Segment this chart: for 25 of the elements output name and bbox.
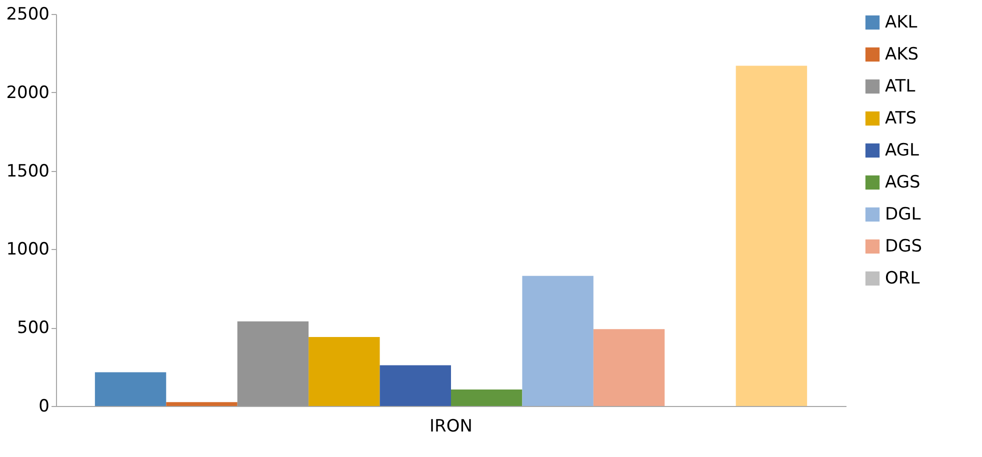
legend-label: DGS bbox=[885, 236, 922, 256]
y-tick-label: 1500 bbox=[6, 161, 50, 182]
y-tick-label: 0 bbox=[38, 396, 50, 416]
bar bbox=[736, 66, 808, 406]
legend-label: DGL bbox=[885, 204, 922, 224]
bar bbox=[237, 321, 309, 406]
legend-label: AGL bbox=[885, 140, 920, 160]
bar bbox=[166, 402, 238, 406]
legend-label: ATL bbox=[885, 76, 916, 96]
legend-label: ORL bbox=[885, 268, 920, 288]
bar bbox=[451, 390, 522, 406]
bar bbox=[593, 329, 665, 406]
y-tick-label: 2000 bbox=[6, 82, 50, 103]
y-tick-label: 1000 bbox=[6, 240, 50, 260]
legend-label: AKS bbox=[885, 44, 919, 64]
legend-label: ATS bbox=[885, 108, 916, 128]
bar bbox=[308, 337, 380, 406]
legend-label: AKL bbox=[885, 12, 918, 32]
bar bbox=[380, 365, 451, 406]
y-tick-label: 2500 bbox=[6, 4, 50, 24]
y-tick-label: 500 bbox=[17, 318, 50, 338]
legend-label: AGS bbox=[885, 172, 920, 192]
bar bbox=[94, 372, 166, 406]
x-tick-label: IRON bbox=[430, 416, 472, 436]
bar bbox=[522, 276, 594, 406]
